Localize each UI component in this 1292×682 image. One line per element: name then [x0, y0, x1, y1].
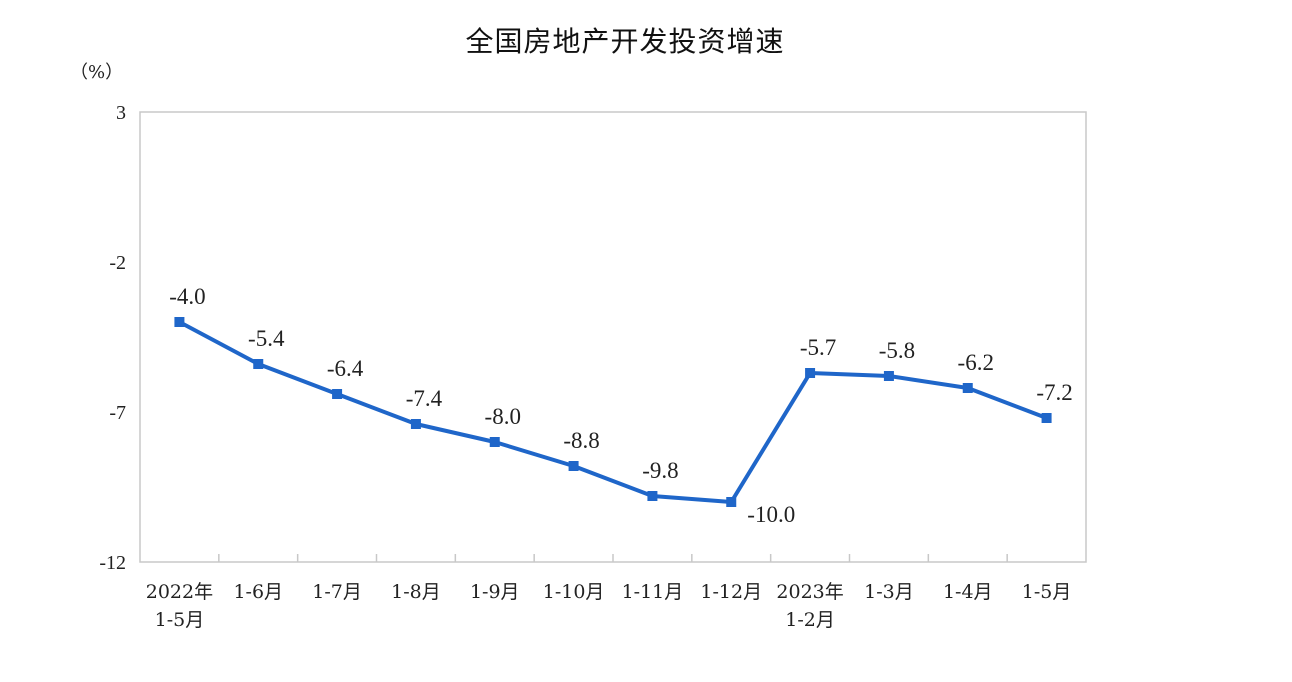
- data-point: [883, 371, 894, 381]
- data-point: [962, 383, 973, 393]
- chart-title: 全国房地产开发投资增速: [465, 25, 785, 58]
- y-tick-label: 3: [116, 102, 126, 124]
- x-tick-label: 2022年: [146, 581, 213, 603]
- data-label: -4.0: [169, 284, 205, 309]
- y-tick-label: -12: [99, 552, 126, 574]
- y-unit-label: （%）: [70, 62, 124, 83]
- x-tick-label: 1-4月: [943, 581, 993, 603]
- x-tick-label: 1-10月: [543, 581, 605, 603]
- data-point: [647, 491, 658, 501]
- data-label: -5.7: [800, 335, 836, 360]
- data-label: -8.0: [485, 404, 521, 429]
- x-tick-label: 1-2月: [785, 609, 835, 631]
- data-point: [1041, 413, 1052, 423]
- data-point: [568, 461, 579, 471]
- x-tick-label: 1-3月: [864, 581, 914, 603]
- data-point: [174, 317, 185, 327]
- x-tick-label: 1-6月: [233, 581, 283, 603]
- data-label: -7.4: [406, 386, 443, 411]
- data-point: [253, 359, 264, 369]
- x-tick-label: 1-8月: [391, 581, 441, 603]
- data-label: -5.8: [879, 338, 915, 363]
- x-tick-label: 1-5月: [1022, 581, 1072, 603]
- x-tick-label: 1-5月: [155, 609, 205, 631]
- data-point: [332, 389, 343, 399]
- data-label: -9.8: [642, 458, 678, 483]
- data-label: -6.2: [958, 350, 994, 375]
- y-tick-label: -7: [109, 402, 126, 424]
- series-line: [178, 320, 1048, 504]
- data-label: -8.8: [563, 428, 599, 453]
- data-point: [410, 419, 421, 429]
- data-label: -6.4: [327, 356, 364, 381]
- x-tick-label: 1-9月: [470, 581, 520, 603]
- data-label: -7.2: [1036, 380, 1072, 405]
- y-tick-label: -2: [109, 252, 126, 274]
- x-tick-label: 1-7月: [312, 581, 362, 603]
- data-label: -10.0: [747, 502, 795, 527]
- x-tick-label: 1-12月: [700, 581, 762, 603]
- data-label: -5.4: [248, 326, 285, 351]
- data-point: [489, 437, 500, 447]
- x-tick-label: 2023年: [776, 581, 843, 603]
- x-tick-label: 1-11月: [622, 581, 684, 603]
- data-point: [726, 497, 737, 507]
- data-point: [805, 368, 816, 378]
